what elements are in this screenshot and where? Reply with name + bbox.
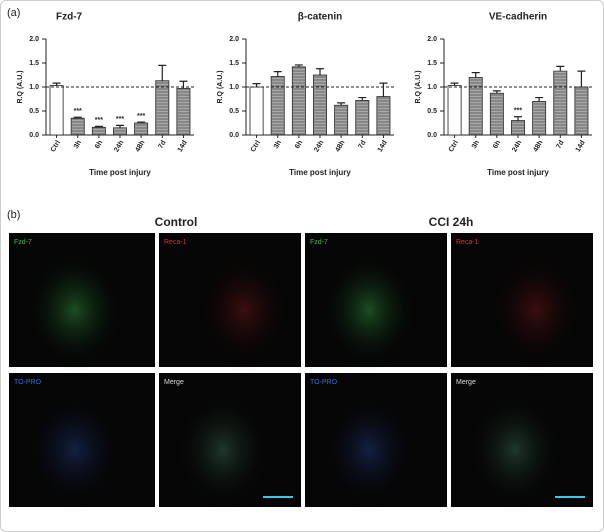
x-tick-label: Ctrl bbox=[448, 139, 460, 153]
micrograph-signal bbox=[173, 389, 273, 511]
bar-hatch bbox=[113, 127, 127, 135]
bar-hatch bbox=[176, 88, 190, 135]
bar-hatch bbox=[155, 80, 169, 135]
micrograph-signal bbox=[23, 389, 126, 511]
y-axis-label: R.Q (A.U.) bbox=[217, 70, 224, 103]
y-tick-label: 1.5 bbox=[229, 60, 239, 67]
y-tick-label: 2.0 bbox=[229, 36, 239, 43]
y-tick-label: 2.0 bbox=[427, 36, 437, 43]
group-title: Control bbox=[155, 215, 198, 229]
bar-hatch bbox=[92, 127, 106, 135]
x-tick-label: 6h bbox=[294, 139, 304, 150]
bar-hatch bbox=[271, 76, 285, 135]
y-tick-label: 1.0 bbox=[229, 84, 239, 91]
x-tick-label: 14d bbox=[575, 139, 587, 153]
significance: *** bbox=[95, 117, 103, 124]
x-tick-label: 24h bbox=[113, 139, 125, 153]
significance: *** bbox=[514, 108, 522, 115]
y-tick-label: 1.5 bbox=[29, 60, 39, 67]
x-tick-label: 6h bbox=[94, 139, 104, 150]
bar-hatch bbox=[292, 66, 306, 135]
chart-title: Fzd-7 bbox=[56, 12, 83, 23]
channel-label: Merge bbox=[164, 379, 184, 386]
y-tick-label: 2.0 bbox=[29, 36, 39, 43]
x-axis-label: Time post injury bbox=[89, 168, 151, 177]
bar bbox=[447, 85, 462, 136]
bar-hatch bbox=[490, 93, 504, 135]
x-tick-label: Ctrl bbox=[50, 139, 62, 153]
y-tick-label: 0.5 bbox=[427, 108, 437, 115]
channel-label: TO-PRO bbox=[310, 379, 338, 386]
bar-hatch bbox=[355, 100, 369, 135]
bar-hatch bbox=[574, 87, 588, 135]
bar-hatch bbox=[511, 120, 525, 135]
x-tick-label: 24h bbox=[313, 139, 325, 153]
x-tick-label: Ctrl bbox=[250, 139, 262, 153]
channel-label: Reca-1 bbox=[456, 239, 479, 246]
group-title: CCI 24h bbox=[429, 215, 474, 229]
y-axis-label: R.Q (A.U.) bbox=[17, 70, 24, 103]
micrograph-signal bbox=[319, 249, 419, 371]
x-tick-label: 14d bbox=[377, 139, 389, 153]
y-tick-label: 1.5 bbox=[427, 60, 437, 67]
x-tick-label: 6h bbox=[492, 139, 502, 150]
bar-hatch bbox=[376, 96, 390, 135]
channel-label: Reca-1 bbox=[164, 239, 187, 246]
significance: *** bbox=[116, 116, 124, 123]
panel-label: (a) bbox=[7, 7, 20, 19]
x-tick-label: 3h bbox=[471, 139, 481, 150]
bar-hatch bbox=[334, 105, 348, 135]
significance: *** bbox=[137, 113, 145, 120]
y-tick-label: 0.0 bbox=[427, 132, 437, 139]
x-tick-label: 24h bbox=[511, 139, 523, 153]
channel-label: Merge bbox=[456, 379, 476, 386]
micrograph-signal bbox=[23, 249, 126, 371]
micrograph-signal bbox=[194, 249, 294, 371]
x-tick-label: 7d bbox=[157, 139, 167, 150]
x-tick-label: 48h bbox=[532, 139, 544, 153]
y-tick-label: 1.0 bbox=[427, 84, 437, 91]
x-tick-label: 48h bbox=[134, 139, 146, 153]
chart-title: β-catenin bbox=[298, 12, 342, 23]
channel-label: TO-PRO bbox=[14, 379, 42, 386]
y-tick-label: 0.5 bbox=[29, 108, 39, 115]
x-tick-label: 7d bbox=[555, 139, 565, 150]
bar-hatch bbox=[532, 101, 546, 135]
y-tick-label: 0.5 bbox=[229, 108, 239, 115]
bar-hatch bbox=[71, 118, 85, 135]
bar-hatch bbox=[553, 71, 567, 135]
chart-title: VE-cadherin bbox=[489, 12, 547, 23]
micrograph-signal bbox=[465, 389, 565, 511]
x-tick-label: 3h bbox=[73, 139, 83, 150]
significance: *** bbox=[74, 108, 82, 115]
x-tick-label: 48h bbox=[334, 139, 346, 153]
y-tick-label: 0.0 bbox=[29, 132, 39, 139]
y-tick-label: 0.0 bbox=[229, 132, 239, 139]
micrograph-signal bbox=[319, 389, 419, 511]
x-tick-label: 7d bbox=[357, 139, 367, 150]
y-axis-label: R.Q (A.U.) bbox=[415, 70, 422, 103]
bar-hatch bbox=[134, 123, 148, 135]
bar bbox=[249, 86, 264, 136]
x-tick-label: 14d bbox=[177, 139, 189, 153]
y-tick-label: 1.0 bbox=[29, 84, 39, 91]
x-tick-label: 3h bbox=[273, 139, 283, 150]
bar-hatch bbox=[313, 75, 327, 135]
panel-label: (b) bbox=[7, 209, 20, 221]
x-axis-label: Time post injury bbox=[487, 168, 549, 177]
bar bbox=[49, 85, 64, 136]
channel-label: Fzd-7 bbox=[310, 239, 328, 246]
micrograph-signal bbox=[486, 249, 586, 371]
bar-hatch bbox=[469, 77, 483, 135]
x-axis-label: Time post injury bbox=[289, 168, 351, 177]
channel-label: Fzd-7 bbox=[14, 239, 32, 246]
